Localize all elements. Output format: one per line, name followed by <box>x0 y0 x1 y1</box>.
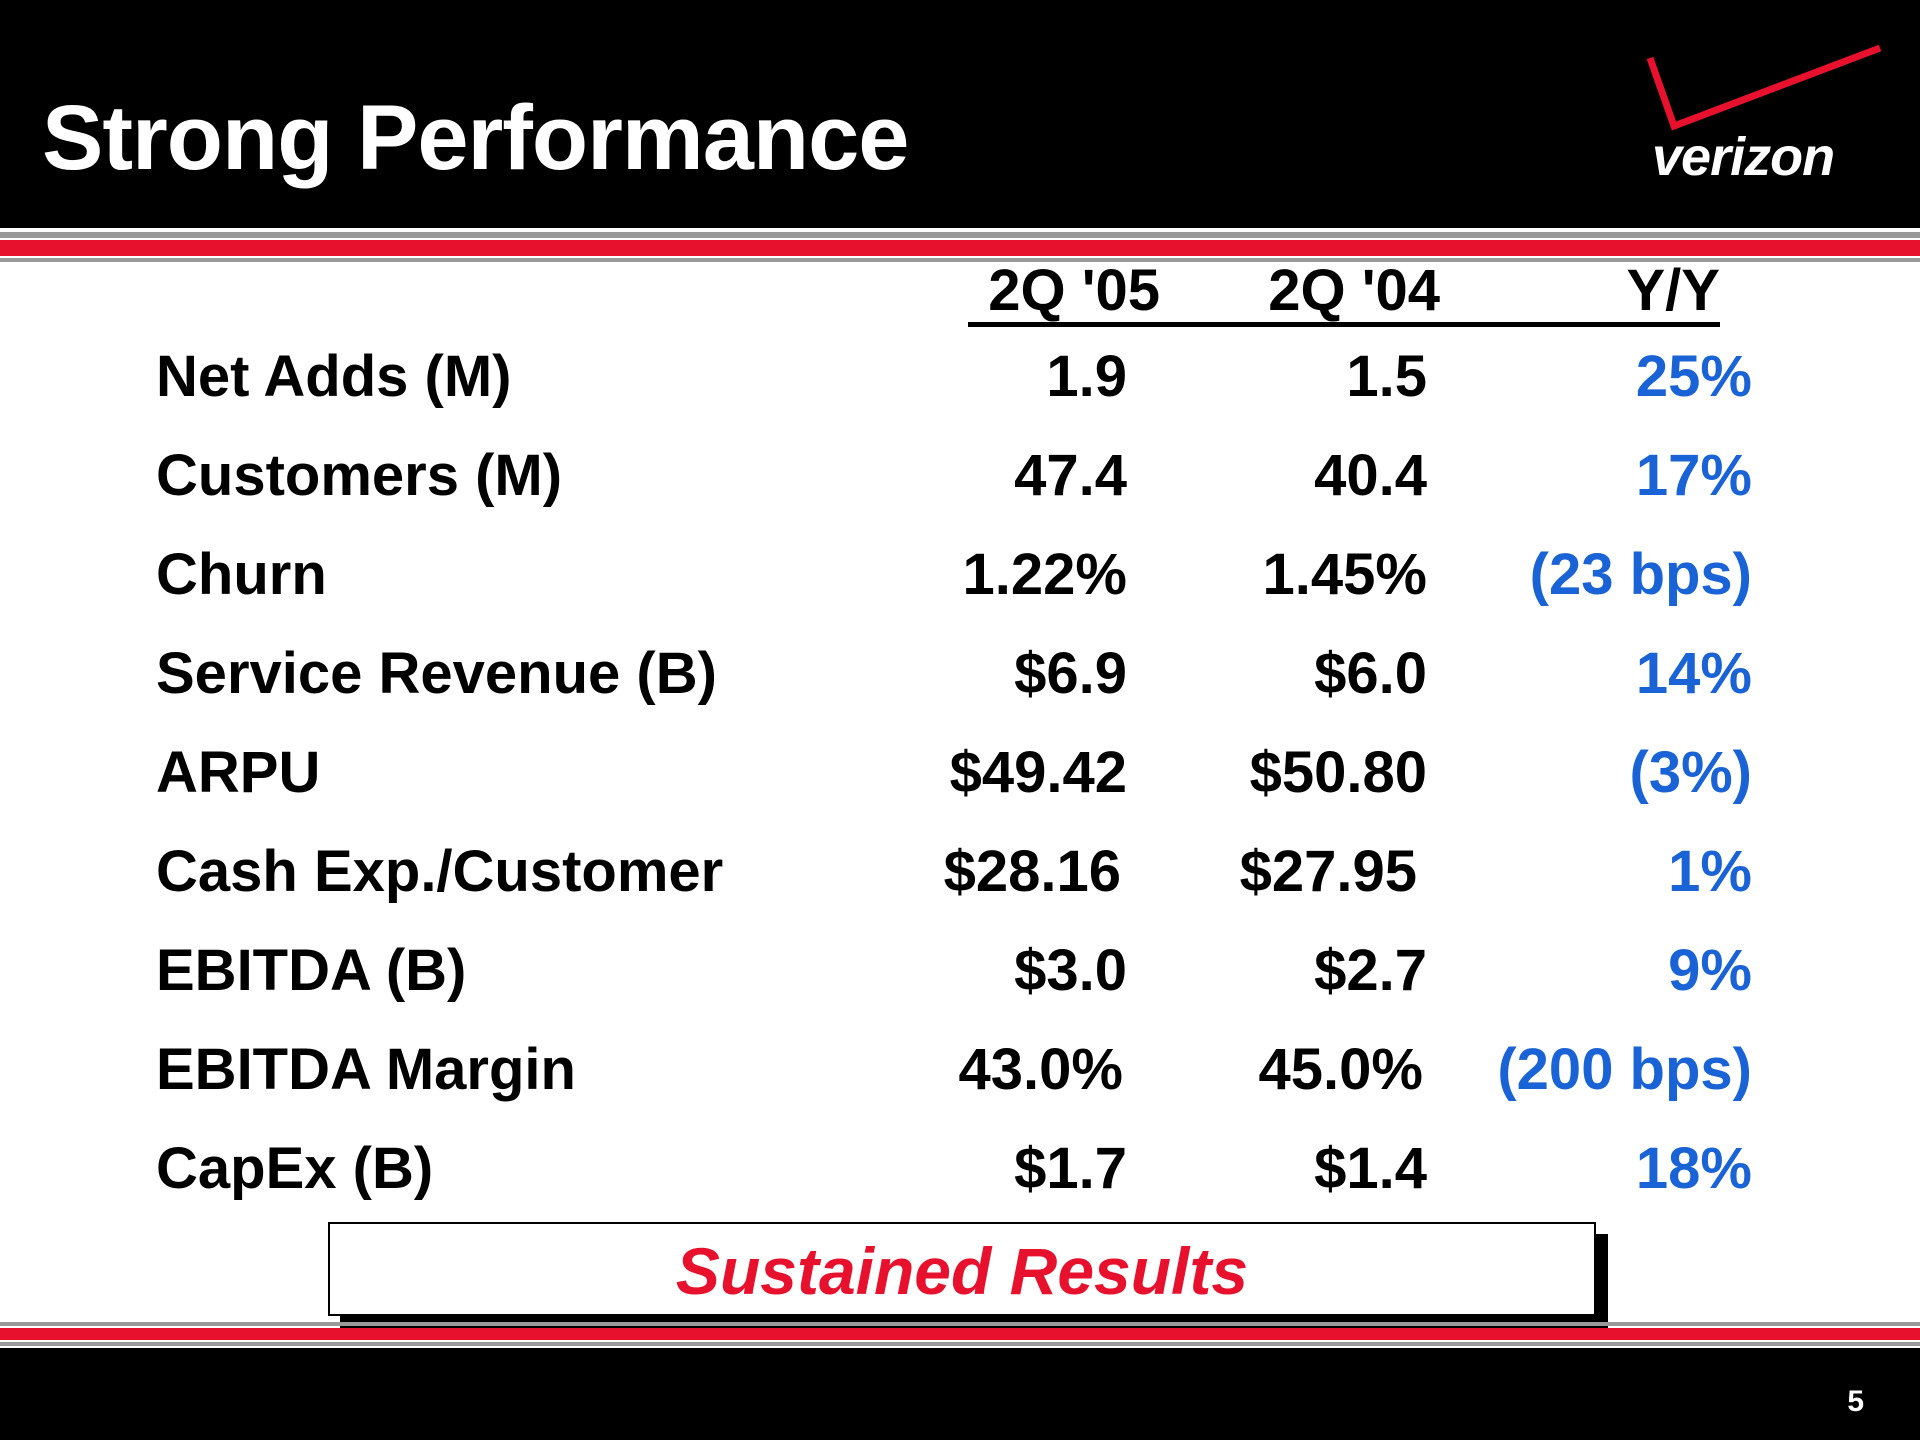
callout-text: Sustained Results <box>675 1234 1249 1308</box>
divider-top-gray <box>0 232 1920 238</box>
divider-bottom-gray-lower <box>0 1342 1920 1346</box>
value-yy: 9% <box>1668 938 1752 1003</box>
value-2q04: $6.0 <box>1314 641 1427 706</box>
column-header-yy: Y/Y <box>1626 258 1721 323</box>
value-2q04: 1.5 <box>1346 344 1427 409</box>
divider-top-gray-lower <box>0 258 1920 262</box>
value-2q05: $3.0 <box>1014 938 1127 1003</box>
row-label: Churn <box>156 542 327 607</box>
value-2q05: $49.42 <box>949 740 1127 805</box>
divider-bottom-red <box>0 1328 1920 1340</box>
value-2q04: $1.4 <box>1314 1136 1427 1201</box>
value-2q04: $27.95 <box>1239 839 1417 904</box>
callout-box: Sustained Results <box>328 1222 1596 1316</box>
page-number: 5 <box>1847 1385 1864 1418</box>
value-yy: 17% <box>1635 443 1752 508</box>
value-2q04: $50.80 <box>1249 740 1427 805</box>
value-2q05: $28.16 <box>943 839 1121 904</box>
value-2q04: 1.45% <box>1262 542 1427 607</box>
column-header-underline <box>968 322 1720 327</box>
divider-bottom-gray <box>0 1322 1920 1326</box>
row-label: EBITDA (B) <box>156 938 467 1003</box>
slide-title: Strong Performance <box>42 87 909 189</box>
value-yy: 18% <box>1635 1136 1752 1201</box>
value-2q04: 40.4 <box>1314 443 1427 508</box>
divider-top-red <box>0 240 1920 256</box>
value-2q04: 45.0% <box>1258 1037 1423 1102</box>
value-2q05: 43.0% <box>958 1037 1123 1102</box>
value-yy: 1% <box>1668 839 1752 904</box>
row-label: Net Adds (M) <box>156 344 512 409</box>
value-2q05: 1.9 <box>1046 344 1127 409</box>
value-2q05: $6.9 <box>1014 641 1127 706</box>
row-label: EBITDA Margin <box>156 1037 576 1102</box>
verizon-logo: verizon <box>1612 18 1912 198</box>
row-label: ARPU <box>156 740 321 805</box>
value-2q04: $2.7 <box>1314 938 1427 1003</box>
row-label: Service Revenue (B) <box>156 641 717 706</box>
logo-wordmark: verizon <box>1652 127 1835 187</box>
value-2q05: 1.22% <box>962 542 1127 607</box>
checkmark-icon <box>1646 44 1882 131</box>
value-2q05: $1.7 <box>1014 1136 1127 1201</box>
column-header-2q05: 2Q '05 <box>988 258 1160 323</box>
column-header-2q04: 2Q '04 <box>1268 258 1440 323</box>
value-2q05: 47.4 <box>1014 443 1127 508</box>
row-label: CapEx (B) <box>156 1136 434 1201</box>
value-yy: (23 bps) <box>1529 542 1752 607</box>
value-yy: 14% <box>1635 641 1752 706</box>
value-yy: 25% <box>1635 344 1752 409</box>
value-yy: (200 bps) <box>1497 1037 1752 1102</box>
slide-footer <box>0 1348 1920 1440</box>
value-yy: (3%) <box>1629 740 1752 805</box>
row-label: Cash Exp./Customer <box>156 839 724 904</box>
row-label: Customers (M) <box>156 443 563 508</box>
slide-header: Strong Performance verizon <box>0 0 1920 228</box>
